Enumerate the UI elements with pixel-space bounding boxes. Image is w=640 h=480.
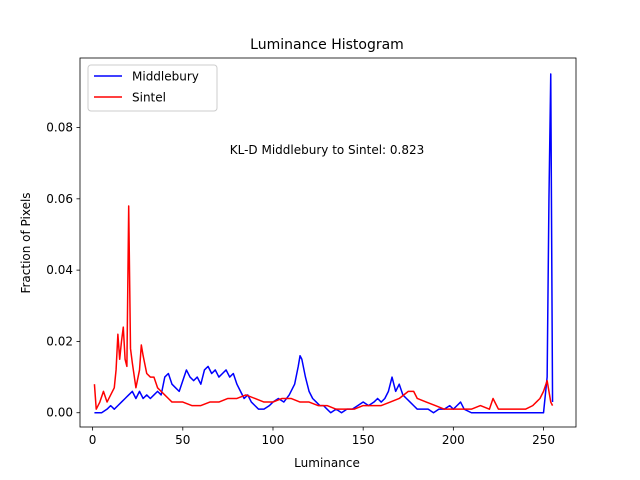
series-lines: [93, 73, 554, 414]
y-tick-label: 0.06: [46, 192, 73, 206]
x-tick-label: 50: [175, 433, 190, 447]
x-axis-label: Luminance: [294, 456, 360, 470]
x-tick-label: 250: [532, 433, 555, 447]
x-axis-ticks: 0 50 100 150 200 250: [89, 427, 555, 447]
y-tick-label: 0.08: [46, 121, 73, 135]
x-tick-label: 100: [262, 433, 285, 447]
y-tick-label: 0.02: [46, 334, 73, 348]
y-tick-label: 0.04: [46, 263, 73, 277]
y-axis-label: Fraction of Pixels: [19, 192, 33, 293]
kl-divergence-annotation: KL-D Middlebury to Sintel: 0.823: [230, 143, 425, 157]
y-tick-label: 0.00: [46, 406, 73, 420]
y-axis-ticks: 0.00 0.02 0.04 0.06 0.08: [46, 121, 80, 420]
x-tick-label: 200: [442, 433, 465, 447]
chart-title: Luminance Histogram: [250, 37, 404, 53]
x-tick-label: 150: [352, 433, 375, 447]
x-tick-label: 0: [89, 433, 97, 447]
legend-label-sintel: Sintel: [132, 91, 166, 105]
legend: Middlebury Sintel: [87, 64, 218, 112]
series-line-middlebury: [94, 73, 554, 414]
series-line-sintel: [93, 205, 554, 410]
plot-frame: [79, 57, 577, 428]
legend-label-middlebury: Middlebury: [132, 70, 199, 84]
plot-area: [79, 57, 577, 428]
